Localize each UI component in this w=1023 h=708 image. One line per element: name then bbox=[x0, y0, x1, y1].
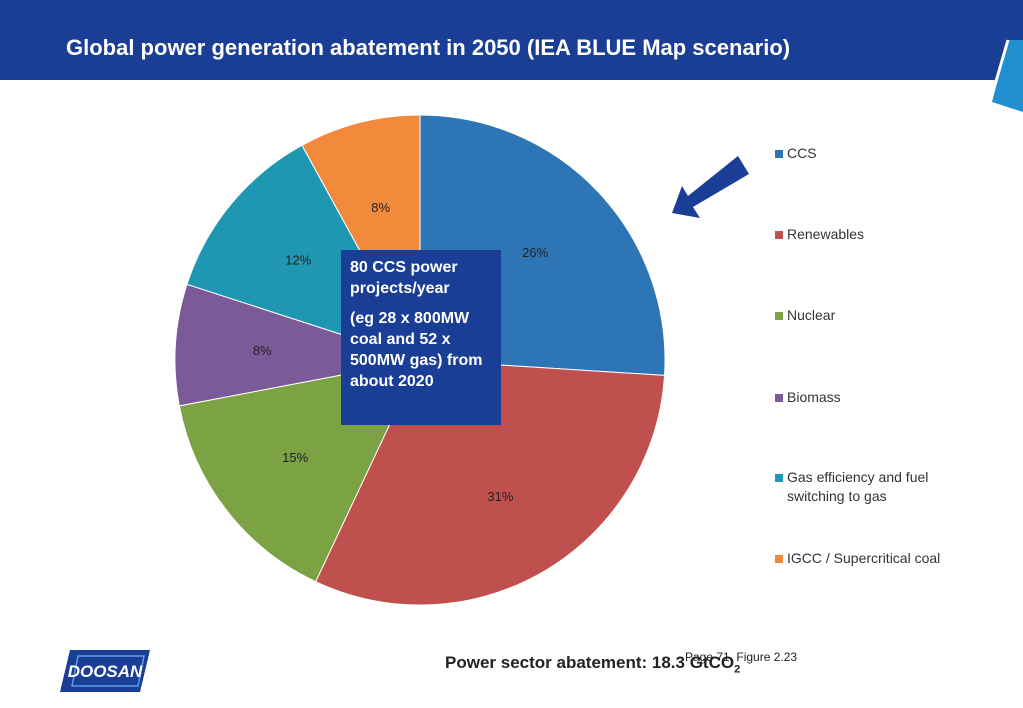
legend-swatch bbox=[775, 555, 783, 563]
legend-item: Biomass bbox=[775, 388, 841, 407]
callout-line-1: 80 CCS power projects/year bbox=[350, 259, 458, 297]
pie-slice-label: 15% bbox=[282, 450, 308, 465]
doosan-logo: DOOSAN bbox=[60, 650, 150, 692]
corner-slash-decoration bbox=[988, 39, 1023, 112]
page-title: Global power generation abatement in 205… bbox=[66, 35, 791, 60]
legend-swatch bbox=[775, 312, 783, 320]
pie-slice-labels: 26% 31% 15% 8% 12% 8% bbox=[253, 200, 549, 504]
legend-label: Gas efficiency and fuel switching to gas bbox=[787, 469, 929, 504]
page-figure-note: Page 71, Figure 2.23 bbox=[685, 650, 798, 664]
legend-swatch bbox=[775, 150, 783, 158]
abatement-caption: Power sector abatement: 18.3 GtCO2 bbox=[445, 653, 740, 675]
pie-slice-biomass bbox=[174, 283, 421, 407]
legend-label: Nuclear bbox=[787, 307, 836, 323]
ccs-callout-box: 80 CCS power projects/year (eg 28 x 800M… bbox=[341, 250, 501, 425]
pie-slice-label: 12% bbox=[285, 252, 311, 267]
pie-slice-label: 31% bbox=[487, 489, 513, 504]
corner-accent-shape bbox=[992, 40, 1023, 112]
legend-label: IGCC / Supercritical coal bbox=[787, 550, 941, 566]
abatement-caption-text: Power sector abatement: 18.3 GtCO bbox=[445, 653, 735, 672]
pie-slice-label: 8% bbox=[253, 343, 272, 358]
legend-swatch bbox=[775, 394, 783, 402]
callout-line-2: (eg 28 x 800MW coal and 52 x 500MW gas) … bbox=[350, 310, 483, 390]
legend-swatch bbox=[775, 231, 783, 239]
legend-item: Nuclear bbox=[775, 306, 835, 325]
legend-label: Renewables bbox=[787, 226, 865, 242]
abatement-caption-subscript: 2 bbox=[734, 663, 741, 676]
legend-item: Gas efficiency and fuel switching to gas bbox=[775, 468, 972, 506]
header-bar: Global power generation abatement in 205… bbox=[0, 0, 1023, 80]
legend-swatch bbox=[775, 474, 783, 482]
legend-item: Renewables bbox=[775, 225, 864, 244]
legend-label: Biomass bbox=[787, 389, 841, 405]
logo-text: DOOSAN bbox=[67, 662, 143, 681]
legend-item: CCS bbox=[775, 144, 817, 163]
pointer-arrow-icon bbox=[672, 156, 749, 218]
legend-item: IGCC / Supercritical coal bbox=[775, 549, 940, 568]
corner-accent-line bbox=[988, 39, 1010, 103]
pie-slice-label: 26% bbox=[522, 245, 548, 260]
legend-label: CCS bbox=[787, 145, 817, 161]
pie-slice-label: 8% bbox=[371, 200, 390, 215]
logo-shape bbox=[60, 650, 150, 692]
